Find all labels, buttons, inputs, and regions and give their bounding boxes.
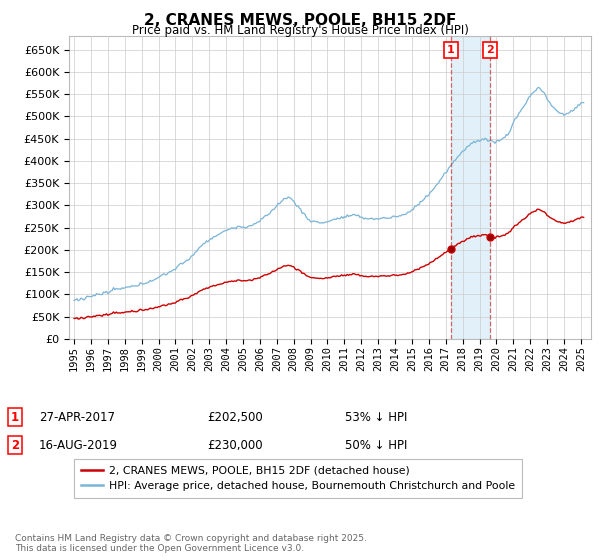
Text: 1: 1 — [11, 410, 19, 424]
Text: £202,500: £202,500 — [207, 410, 263, 424]
Text: 27-APR-2017: 27-APR-2017 — [39, 410, 115, 424]
Text: 53% ↓ HPI: 53% ↓ HPI — [345, 410, 407, 424]
Text: 2, CRANES MEWS, POOLE, BH15 2DF: 2, CRANES MEWS, POOLE, BH15 2DF — [144, 13, 456, 29]
Text: Price paid vs. HM Land Registry's House Price Index (HPI): Price paid vs. HM Land Registry's House … — [131, 24, 469, 37]
Text: 2: 2 — [486, 45, 494, 55]
Text: 16-AUG-2019: 16-AUG-2019 — [39, 438, 118, 452]
Text: 1: 1 — [447, 45, 454, 55]
Bar — [451, 36, 490, 339]
Text: £230,000: £230,000 — [207, 438, 263, 452]
Text: 50% ↓ HPI: 50% ↓ HPI — [345, 438, 407, 452]
Text: Contains HM Land Registry data © Crown copyright and database right 2025.
This d: Contains HM Land Registry data © Crown c… — [15, 534, 367, 553]
Text: 2: 2 — [11, 438, 19, 452]
Legend: 2, CRANES MEWS, POOLE, BH15 2DF (detached house), HPI: Average price, detached h: 2, CRANES MEWS, POOLE, BH15 2DF (detache… — [74, 459, 522, 497]
